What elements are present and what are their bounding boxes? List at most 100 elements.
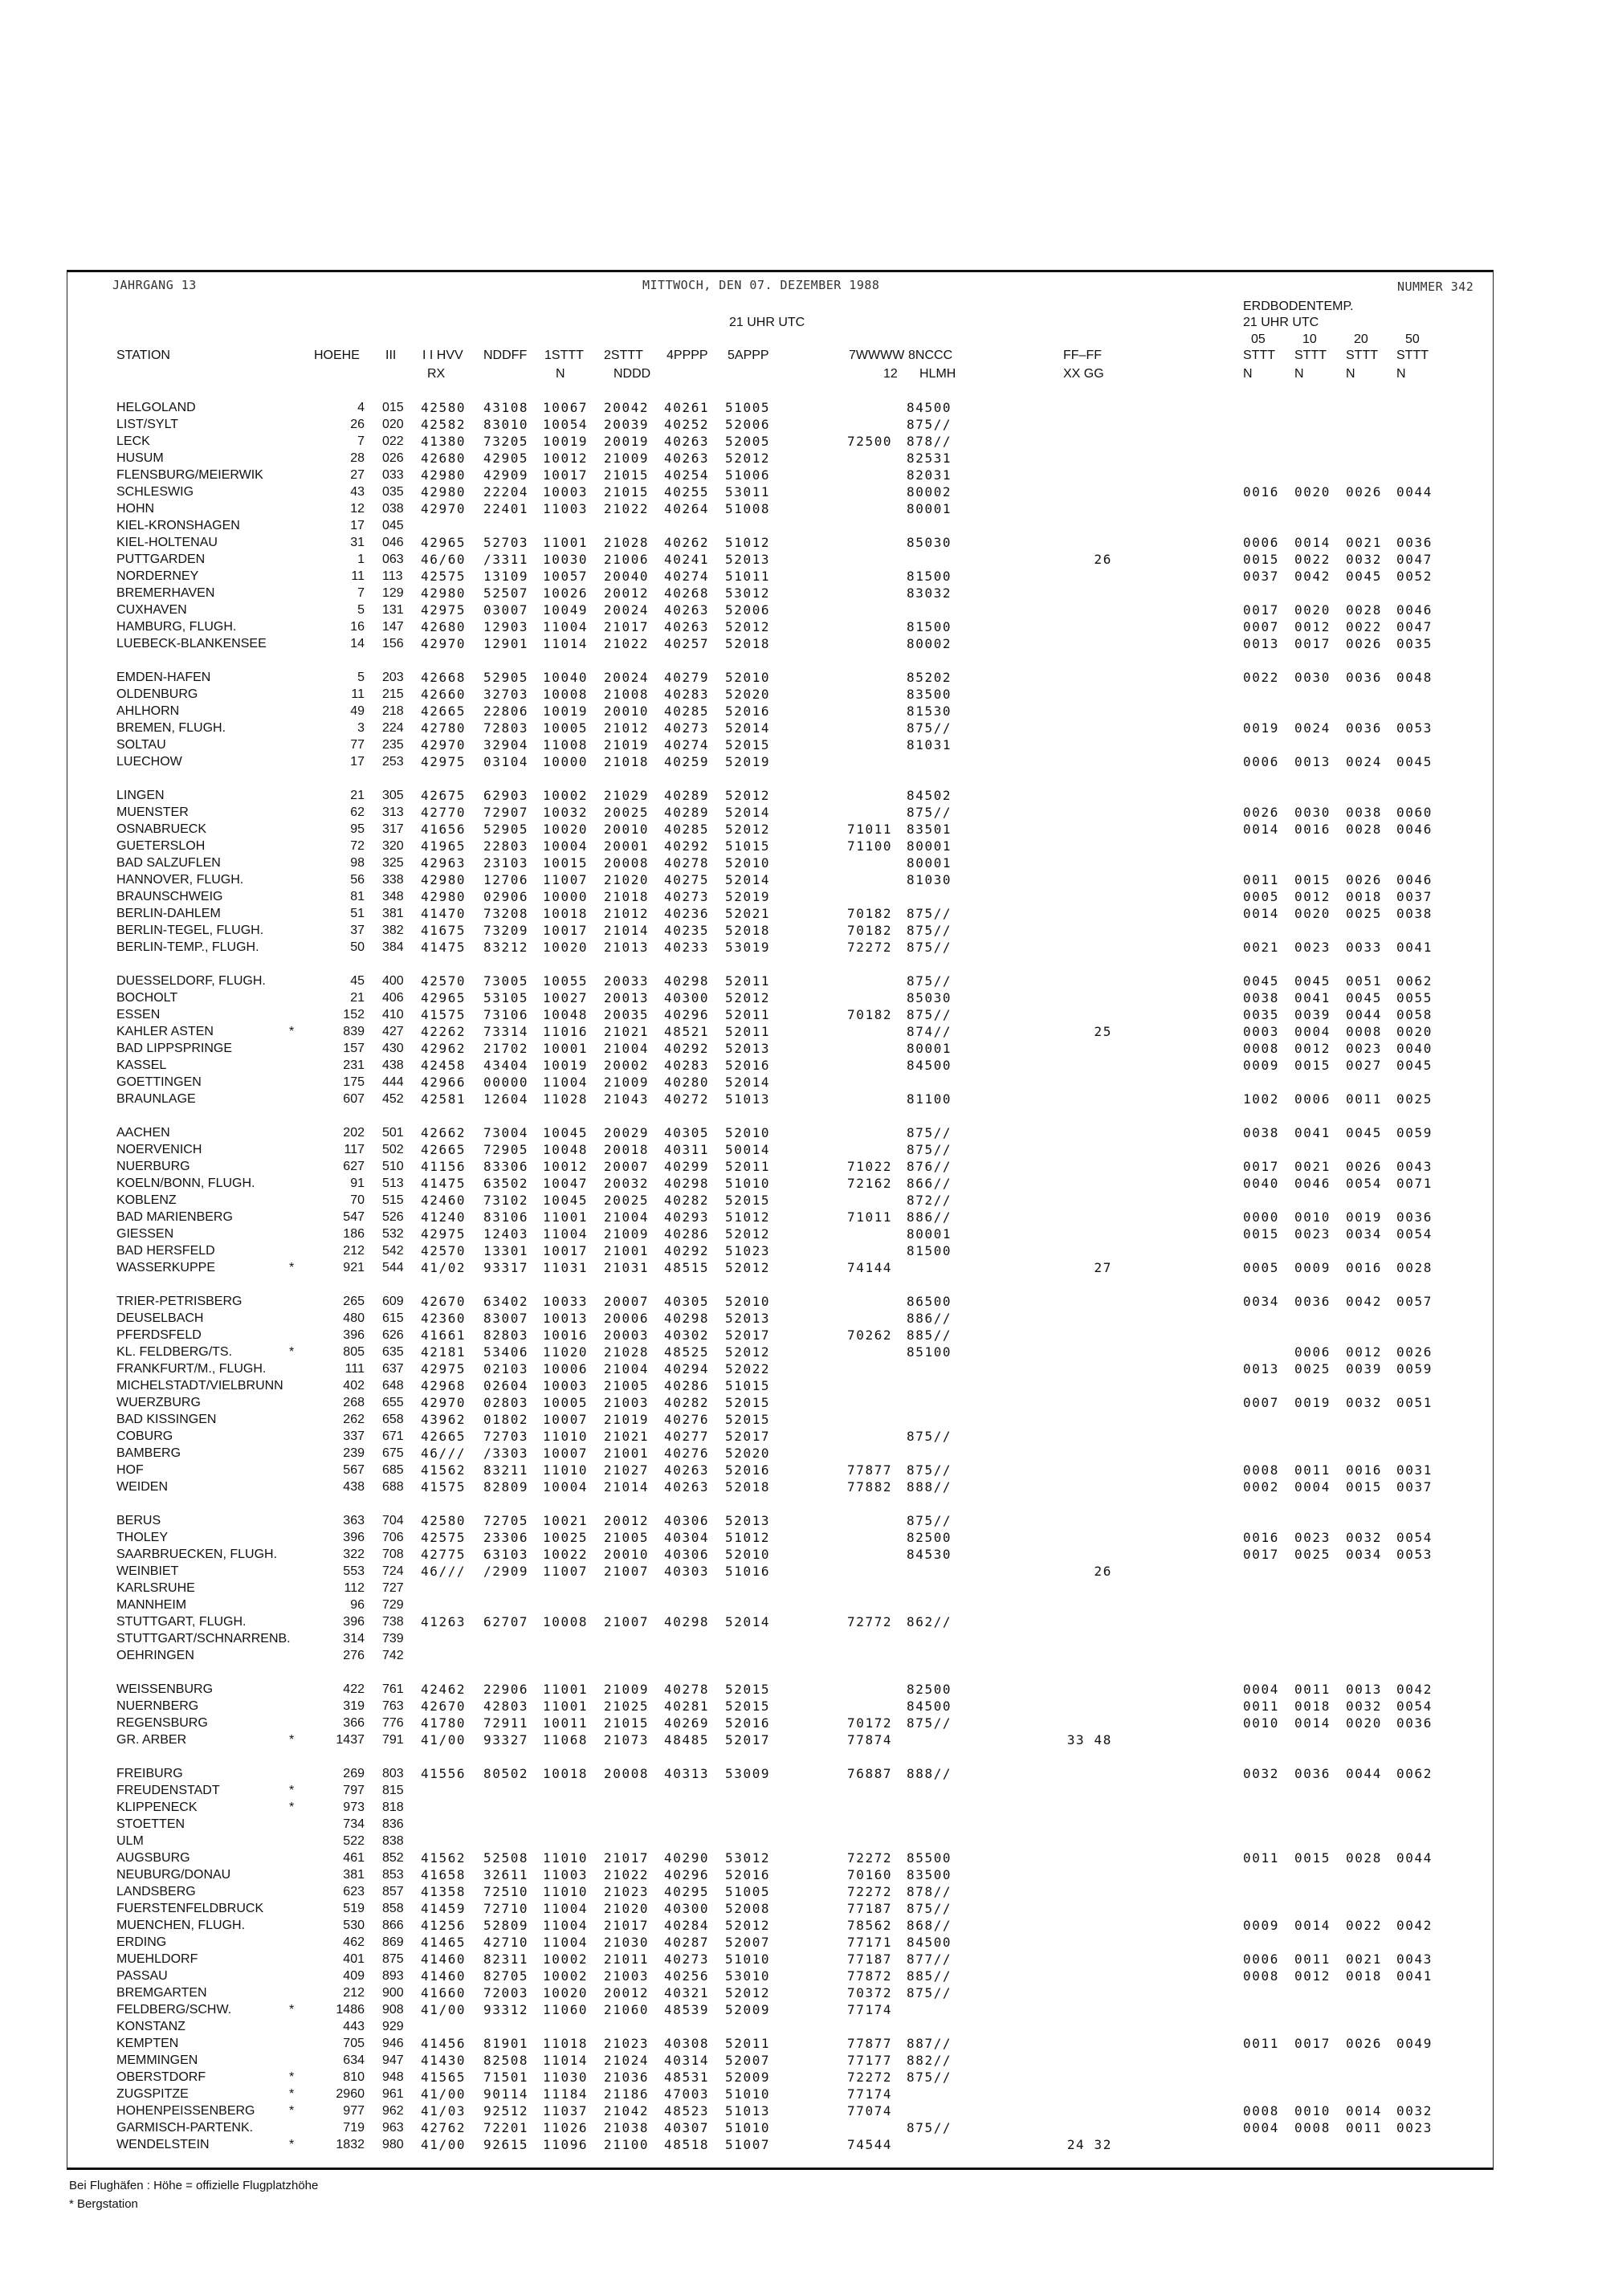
soil-temp-05: 0003 — [1243, 1024, 1279, 1039]
group-8nccc: 81500 — [907, 619, 952, 634]
soil-temp-20: 0036 — [1346, 670, 1382, 685]
station-name: BAD MARIENBERG — [116, 1210, 233, 1224]
group-4pppp: 40306 — [664, 1513, 710, 1528]
group-8nccc: 82500 — [907, 1682, 952, 1697]
group-nddff: 93327 — [483, 1732, 529, 1747]
elevation: 72 — [350, 839, 365, 853]
group-8nccc: 875// — [907, 1429, 952, 1444]
station-name: HOF — [116, 1463, 144, 1477]
group-nddff: 83211 — [483, 1462, 529, 1478]
group-1sttt: 10026 — [543, 585, 589, 601]
elevation: 98 — [350, 856, 365, 870]
group-iihvv: 42966 — [421, 1075, 467, 1090]
group-4pppp: 40279 — [664, 670, 710, 685]
elevation: 239 — [343, 1446, 365, 1460]
elevation: 1486 — [336, 2003, 365, 2017]
group-nddff: 43404 — [483, 1058, 529, 1073]
station-name: FRANKFURT/M., FLUGH. — [116, 1362, 267, 1376]
group-1sttt: 10020 — [543, 1985, 589, 2000]
group-1sttt: 10016 — [543, 1327, 589, 1343]
group-iihvv: 42962 — [421, 1041, 467, 1056]
group-1sttt: 10021 — [543, 1513, 589, 1528]
group-4pppp: 40314 — [664, 2053, 710, 2068]
station-id: 838 — [382, 1834, 404, 1848]
group-2sttt: 21022 — [604, 636, 650, 651]
group-1sttt: 11037 — [543, 2103, 589, 2119]
group-iihvv: 42970 — [421, 1395, 467, 1410]
group-8nccc: 875// — [907, 1142, 952, 1157]
station-name: MANNHEIM — [116, 1598, 187, 1612]
soil-temp-50: 0043 — [1396, 1159, 1433, 1174]
group-4pppp: 40285 — [664, 703, 710, 719]
elevation: 1437 — [336, 1733, 365, 1747]
station-name: LANDSBERG — [116, 1885, 196, 1898]
group-1sttt: 10013 — [543, 1311, 589, 1326]
group-4pppp: 40284 — [664, 1918, 710, 1933]
elevation: 17 — [350, 755, 365, 769]
group-2sttt: 21017 — [604, 1850, 650, 1866]
group-2sttt: 20019 — [604, 434, 650, 449]
group-8nccc: 82500 — [907, 1530, 952, 1545]
group-1sttt: 11096 — [543, 2137, 589, 2152]
group-4pppp: 40292 — [664, 838, 710, 854]
group-nddff: 52809 — [483, 1918, 529, 1933]
group-4pppp: 40296 — [664, 1007, 710, 1022]
elevation: 5 — [357, 671, 365, 684]
station-id: 980 — [382, 2138, 404, 2151]
elevation: 49 — [350, 704, 365, 718]
elevation: 5 — [357, 603, 365, 617]
group-5appp: 51013 — [725, 2103, 771, 2119]
soil-temp-20: 0012 — [1346, 1344, 1382, 1360]
group-5appp: 52016 — [725, 1715, 771, 1731]
group-2sttt: 20001 — [604, 838, 650, 854]
group-7wwww: 76887 — [847, 1766, 893, 1781]
elevation: 805 — [343, 1345, 365, 1359]
soil-temp-20: 0026 — [1346, 1159, 1382, 1174]
group-nddff: 73005 — [483, 973, 529, 989]
group-2sttt: 21022 — [604, 501, 650, 516]
table-row: THOLEY 396 706 42575 23306 10025 21005 40304 510… — [0, 1529, 1606, 1546]
group-8nccc: 875// — [907, 2070, 952, 2085]
group-8nccc: 83501 — [907, 822, 952, 837]
group-4pppp: 40275 — [664, 872, 710, 887]
group-2sttt: 20024 — [604, 602, 650, 618]
group-4pppp: 48525 — [664, 1344, 710, 1360]
soil-temp-10: 0025 — [1294, 1361, 1331, 1376]
group-nddff: 82705 — [483, 1968, 529, 1984]
soil-code2-05: N — [1243, 367, 1253, 381]
station-name: HANNOVER, FLUGH. — [116, 873, 244, 887]
group-2sttt: 21005 — [604, 1530, 650, 1545]
group-5appp: 52011 — [725, 1007, 771, 1022]
group-nddff: /3311 — [483, 552, 529, 567]
group-1sttt: 11026 — [543, 2120, 589, 2135]
group-5appp: 52013 — [725, 1041, 771, 1056]
group-4pppp: 40300 — [664, 990, 710, 1005]
soil-temp-50: 0025 — [1396, 1091, 1433, 1107]
station-id: 929 — [382, 2020, 404, 2033]
station-name: STUTTGART, FLUGH. — [116, 1615, 247, 1629]
group-4pppp: 40257 — [664, 636, 710, 651]
soil-temp-10: 0041 — [1294, 990, 1331, 1005]
soil-temp-10: 0006 — [1294, 1344, 1331, 1360]
group-iihvv: 41380 — [421, 434, 467, 449]
soil-temp-10: 0039 — [1294, 1007, 1331, 1022]
elevation: 117 — [344, 1143, 365, 1156]
group-2sttt: 21029 — [604, 788, 650, 803]
group-5appp: 52012 — [725, 788, 771, 803]
group-5appp: 52017 — [725, 1429, 771, 1444]
group-4pppp: 40305 — [664, 1294, 710, 1309]
elevation: 973 — [343, 1801, 365, 1814]
group-8nccc: 82531 — [907, 451, 952, 466]
station-name: BREMERHAVEN — [116, 586, 215, 600]
group-iihvv: 42980 — [421, 872, 467, 887]
station-name: REGENSBURG — [116, 1716, 208, 1730]
group-5appp: 52016 — [725, 1462, 771, 1478]
soil-temp-50: 0035 — [1396, 636, 1433, 651]
elevation: 705 — [343, 2037, 365, 2050]
group-8nccc: 84500 — [907, 1058, 952, 1073]
group-2sttt: 21012 — [604, 906, 650, 921]
group-1sttt: 10008 — [543, 687, 589, 702]
group-1sttt: 10002 — [543, 788, 589, 803]
station-name: FUERSTENFELDBRUCK — [116, 1902, 264, 1915]
soil-code2-50: N — [1396, 367, 1406, 381]
